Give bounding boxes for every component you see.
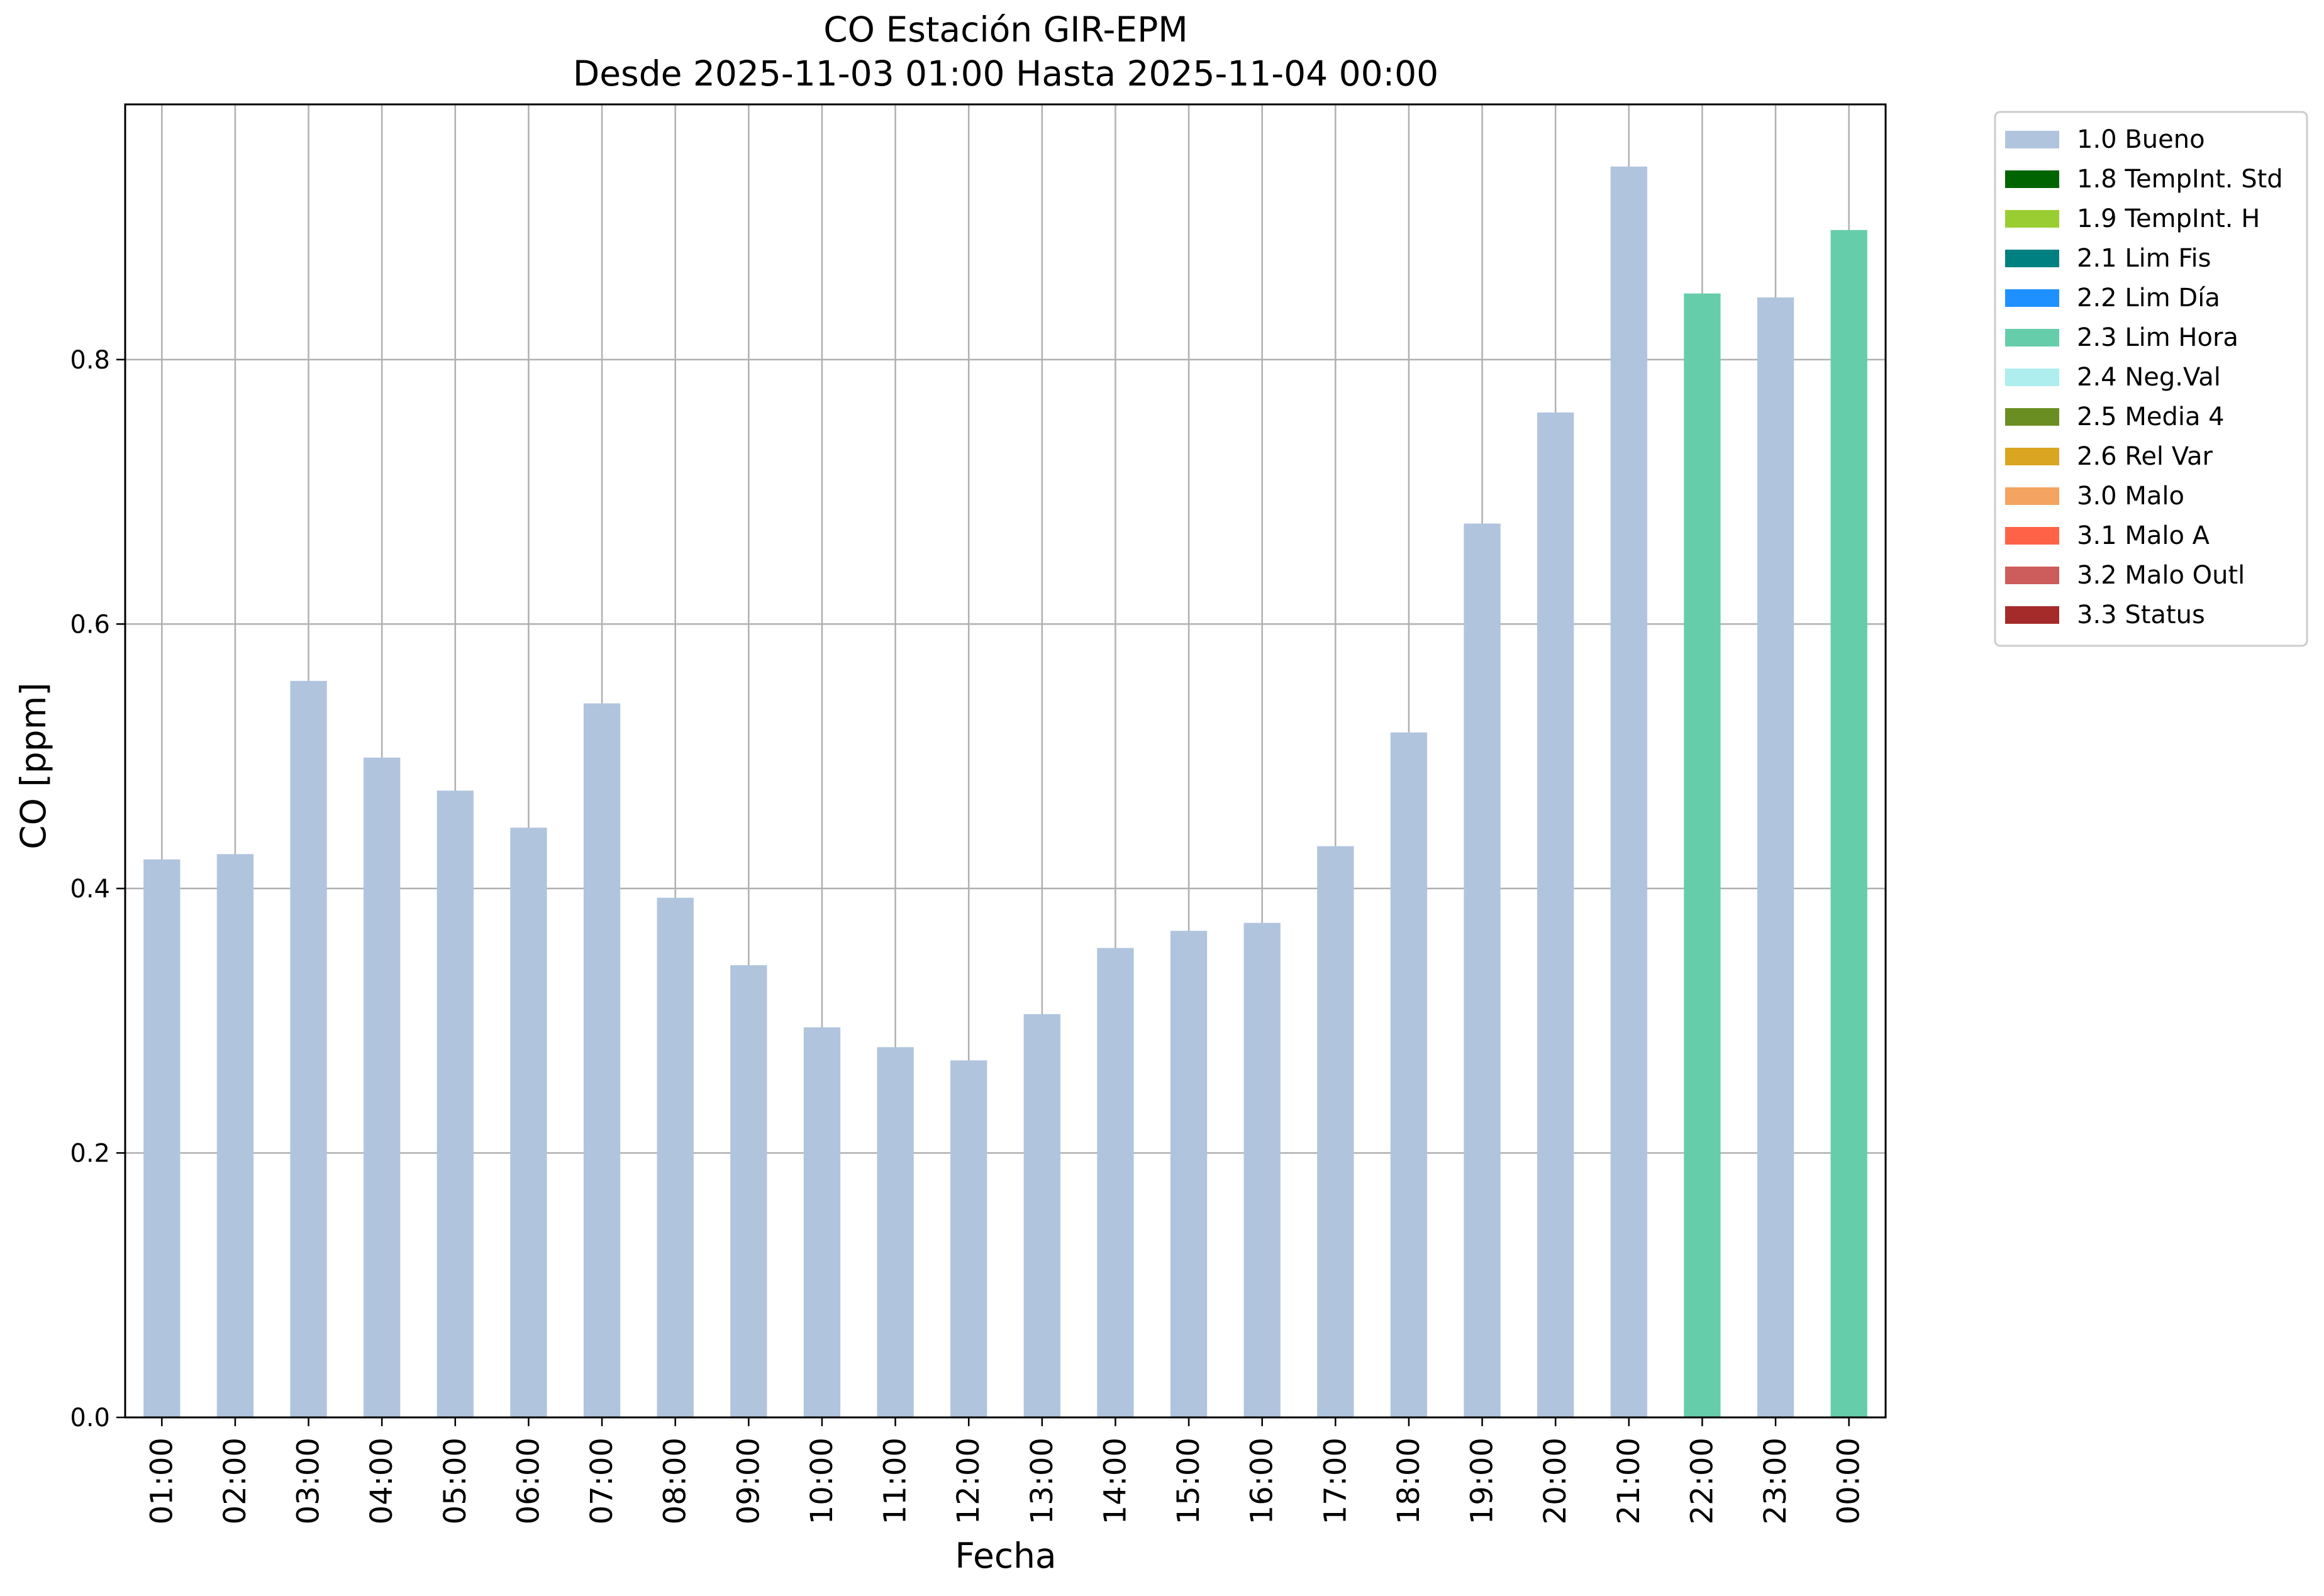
bar-04:00 [364, 757, 401, 1417]
bar-06:00 [510, 828, 547, 1417]
bar-21:00 [1610, 166, 1647, 1418]
chart-title: CO Estación GIR-EPM [823, 9, 1187, 50]
x-tick-label: 21:00 [1611, 1438, 1647, 1524]
legend-label: 1.9 TempInt. H [2077, 204, 2260, 233]
bar-12:00 [950, 1060, 987, 1417]
x-tick-label: 17:00 [1318, 1438, 1353, 1524]
legend-frame [1994, 111, 2308, 647]
bar-01:00 [143, 859, 181, 1417]
bar-09:00 [730, 965, 767, 1417]
legend-label: 3.2 Malo Outl [2077, 561, 2245, 590]
bar-07:00 [583, 703, 621, 1417]
legend-label: 2.5 Media 4 [2077, 402, 2225, 431]
bar-13:00 [1023, 1014, 1060, 1417]
legend-swatch [2005, 408, 2059, 426]
bars [143, 166, 1867, 1418]
x-tick-label: 16:00 [1245, 1438, 1280, 1524]
legend-swatch [2005, 606, 2059, 624]
x-tick-label: 03:00 [291, 1438, 326, 1524]
legend-label: 3.3 Status [2077, 601, 2205, 629]
y-tick-label: 0.8 [70, 346, 110, 375]
legend-swatch [2005, 567, 2059, 584]
legend-label: 1.8 TempInt. Std [2077, 165, 2283, 194]
bar-10:00 [803, 1027, 841, 1417]
bar-02:00 [216, 854, 254, 1417]
legend-label: 2.4 Neg.Val [2077, 363, 2221, 392]
legend-label: 3.0 Malo [2077, 482, 2184, 511]
x-tick-label: 13:00 [1025, 1438, 1060, 1524]
x-tick-label: 05:00 [438, 1438, 473, 1524]
bar-23:00 [1757, 297, 1794, 1418]
x-axis-label: Fecha [955, 1536, 1056, 1576]
x-tick-label: 07:00 [584, 1438, 620, 1524]
bar-19:00 [1464, 523, 1501, 1417]
x-axis-ticks: 01:00 02:00 03:00 04:00 05:00 06:00 07:00 08:00… [144, 1417, 1867, 1524]
bar-00:00 [1830, 230, 1867, 1417]
y-tick-label: 0.4 [70, 875, 110, 904]
chart-subtitle: Desde 2025-11-03 01:00 Hasta 2025-11-04 … [573, 53, 1438, 94]
x-tick-label: 19:00 [1465, 1438, 1500, 1524]
y-tick-label: 0.2 [70, 1139, 110, 1168]
x-tick-label: 20:00 [1538, 1438, 1573, 1524]
x-tick-label: 10:00 [804, 1438, 840, 1524]
legend-swatch [2005, 329, 2059, 346]
x-tick-label: 02:00 [218, 1438, 253, 1524]
x-tick-label: 14:00 [1098, 1438, 1133, 1524]
y-axis-ticks: 0.0 0.2 0.4 0.6 0.8 [70, 346, 125, 1433]
legend-swatch [2005, 289, 2059, 307]
bar-16:00 [1243, 923, 1281, 1417]
x-tick-label: 18:00 [1391, 1438, 1426, 1524]
legend-swatch [2005, 487, 2059, 505]
legend-label: 2.2 Lim Día [2077, 284, 2220, 313]
legend-label: 2.3 Lim Hora [2077, 323, 2238, 352]
legend-swatch [2005, 250, 2059, 267]
legend-swatch [2005, 210, 2059, 228]
bar-08:00 [657, 897, 694, 1417]
plot-frame [124, 103, 1887, 1419]
legend-swatch [2005, 448, 2059, 465]
bar-05:00 [436, 790, 474, 1417]
bar-18:00 [1390, 732, 1428, 1417]
legend-label: 3.1 Malo A [2077, 521, 2210, 550]
y-tick-label: 0.0 [70, 1404, 110, 1433]
x-tick-label: 23:00 [1758, 1438, 1793, 1524]
legend-label: 2.6 Rel Var [2077, 442, 2213, 471]
legend-label: 2.1 Lim Fis [2077, 244, 2211, 273]
x-tick-label: 01:00 [144, 1438, 179, 1524]
legend: 1.0 Bueno 1.8 TempInt. Std 1.9 TempInt. H 2… [1994, 111, 2308, 647]
x-tick-label: 15:00 [1171, 1438, 1206, 1524]
x-tick-label: 00:00 [1832, 1438, 1867, 1524]
x-tick-label: 06:00 [511, 1438, 546, 1524]
x-tick-label: 04:00 [364, 1438, 399, 1524]
bar-14:00 [1097, 948, 1134, 1417]
x-tick-label: 09:00 [731, 1438, 766, 1524]
x-tick-label: 22:00 [1684, 1438, 1720, 1524]
bar-22:00 [1684, 293, 1721, 1417]
bar-15:00 [1170, 931, 1208, 1417]
y-tick-label: 0.6 [70, 610, 110, 639]
x-tick-label: 11:00 [878, 1438, 913, 1524]
legend-label: 1.0 Bueno [2077, 125, 2205, 154]
bar-17:00 [1317, 846, 1354, 1417]
legend-swatch [2005, 527, 2059, 545]
bar-11:00 [877, 1047, 914, 1417]
x-tick-label: 08:00 [658, 1438, 693, 1524]
legend-swatch [2005, 369, 2059, 386]
y-axis-label: CO [ppm] [13, 682, 53, 850]
x-tick-label: 12:00 [951, 1438, 986, 1524]
bar-03:00 [290, 680, 327, 1417]
bar-20:00 [1537, 412, 1574, 1417]
legend-swatch [2005, 131, 2059, 148]
legend-swatch [2005, 170, 2059, 188]
